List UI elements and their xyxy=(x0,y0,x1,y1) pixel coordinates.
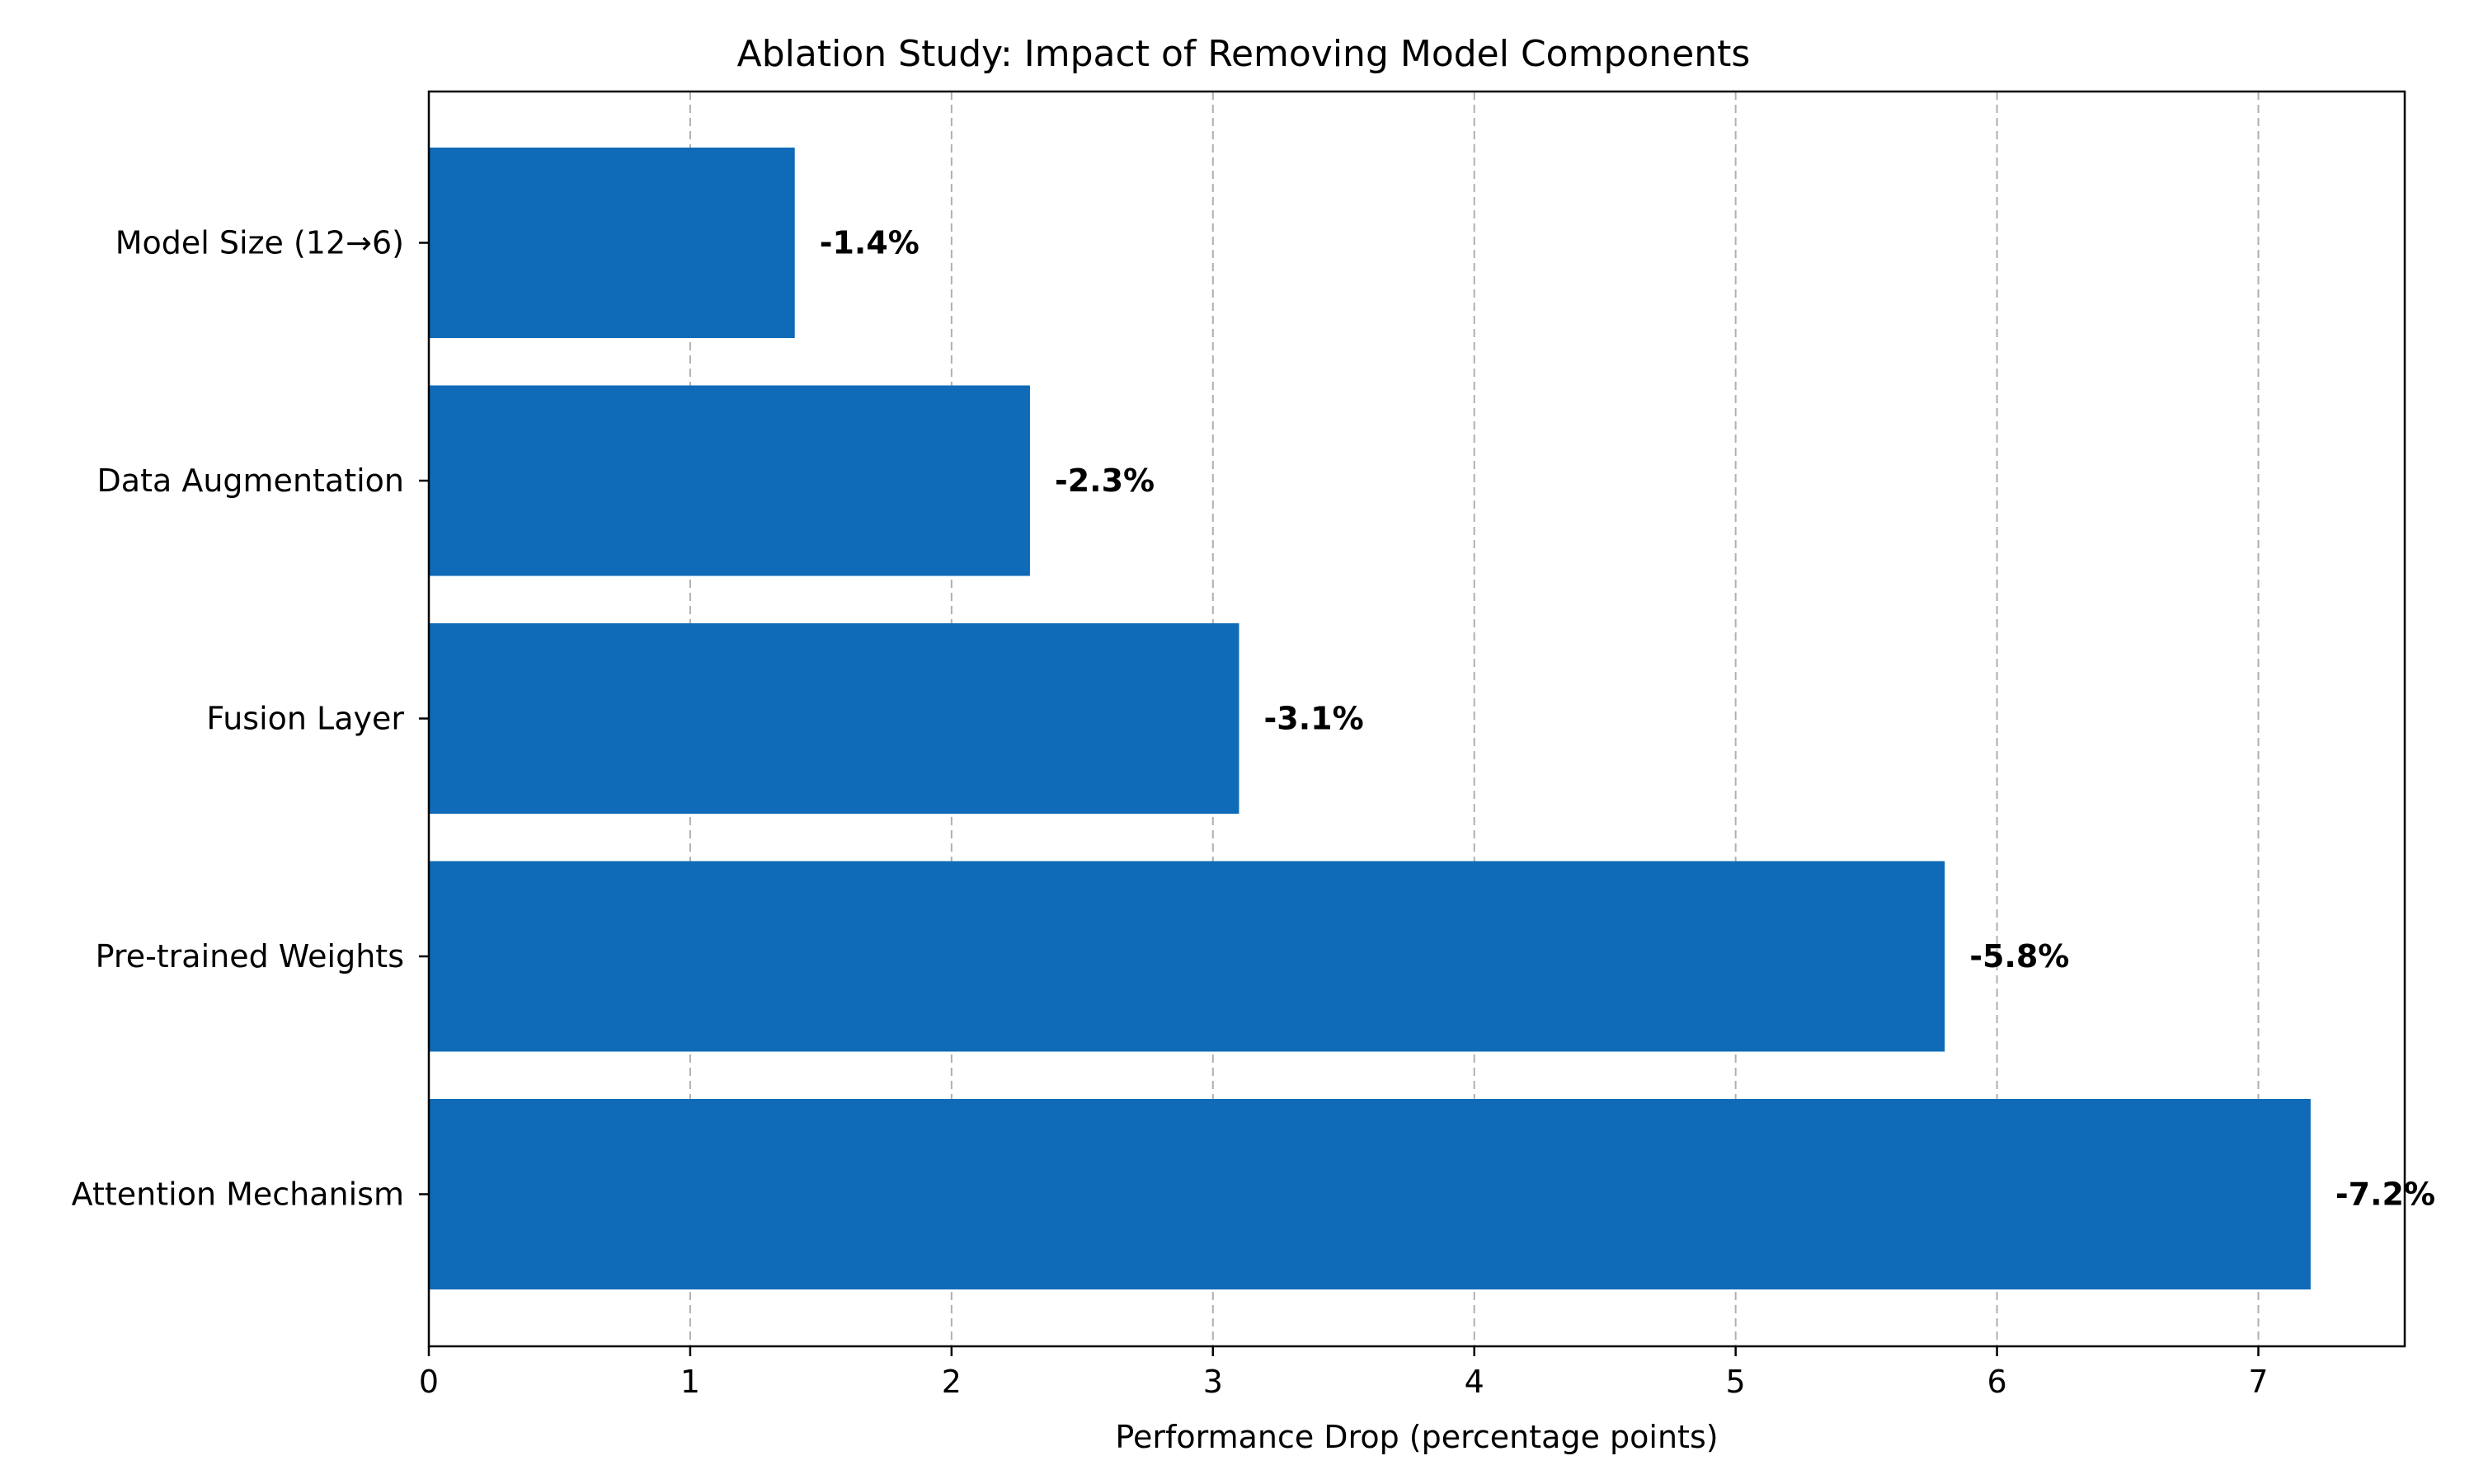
x-axis-ticks: 0 1 2 3 4 5 6 7 xyxy=(419,1346,2269,1400)
x-tick-label: 3 xyxy=(1203,1364,1223,1400)
x-tick-label: 2 xyxy=(942,1364,962,1400)
x-tick-label: 6 xyxy=(1987,1364,2006,1400)
data-label: -3.1% xyxy=(1263,701,1363,737)
y-tick-label: Fusion Layer xyxy=(206,701,404,737)
x-tick-label: 0 xyxy=(419,1364,439,1400)
bar xyxy=(429,148,795,338)
bar xyxy=(429,861,1945,1052)
bar xyxy=(429,1099,2311,1289)
y-tick-label: Pre-trained Weights xyxy=(96,938,404,974)
bar xyxy=(429,385,1030,576)
x-axis-label: Performance Drop (percentage points) xyxy=(1115,1419,1718,1455)
x-tick-label: 7 xyxy=(2248,1364,2268,1400)
x-tick-label: 4 xyxy=(1465,1364,1484,1400)
y-tick-label: Attention Mechanism xyxy=(72,1176,404,1213)
y-tick-label: Data Augmentation xyxy=(97,463,404,499)
data-labels: -7.2% -5.8% -3.1% -2.3% -1.4% xyxy=(820,225,2435,1213)
bar xyxy=(429,623,1239,814)
data-label: -7.2% xyxy=(2335,1176,2435,1213)
y-tick-label: Model Size (12→6) xyxy=(115,225,404,261)
data-label: -5.8% xyxy=(1969,938,2069,974)
data-label: -2.3% xyxy=(1055,463,1155,499)
bars xyxy=(429,148,2311,1289)
x-tick-label: 1 xyxy=(680,1364,700,1400)
data-label: -1.4% xyxy=(820,225,920,261)
x-tick-label: 5 xyxy=(1726,1364,1746,1400)
chart-title: Ablation Study: Impact of Removing Model… xyxy=(737,33,1751,75)
y-axis-ticks: Attention Mechanism Pre-trained Weights Fu… xyxy=(72,225,429,1213)
